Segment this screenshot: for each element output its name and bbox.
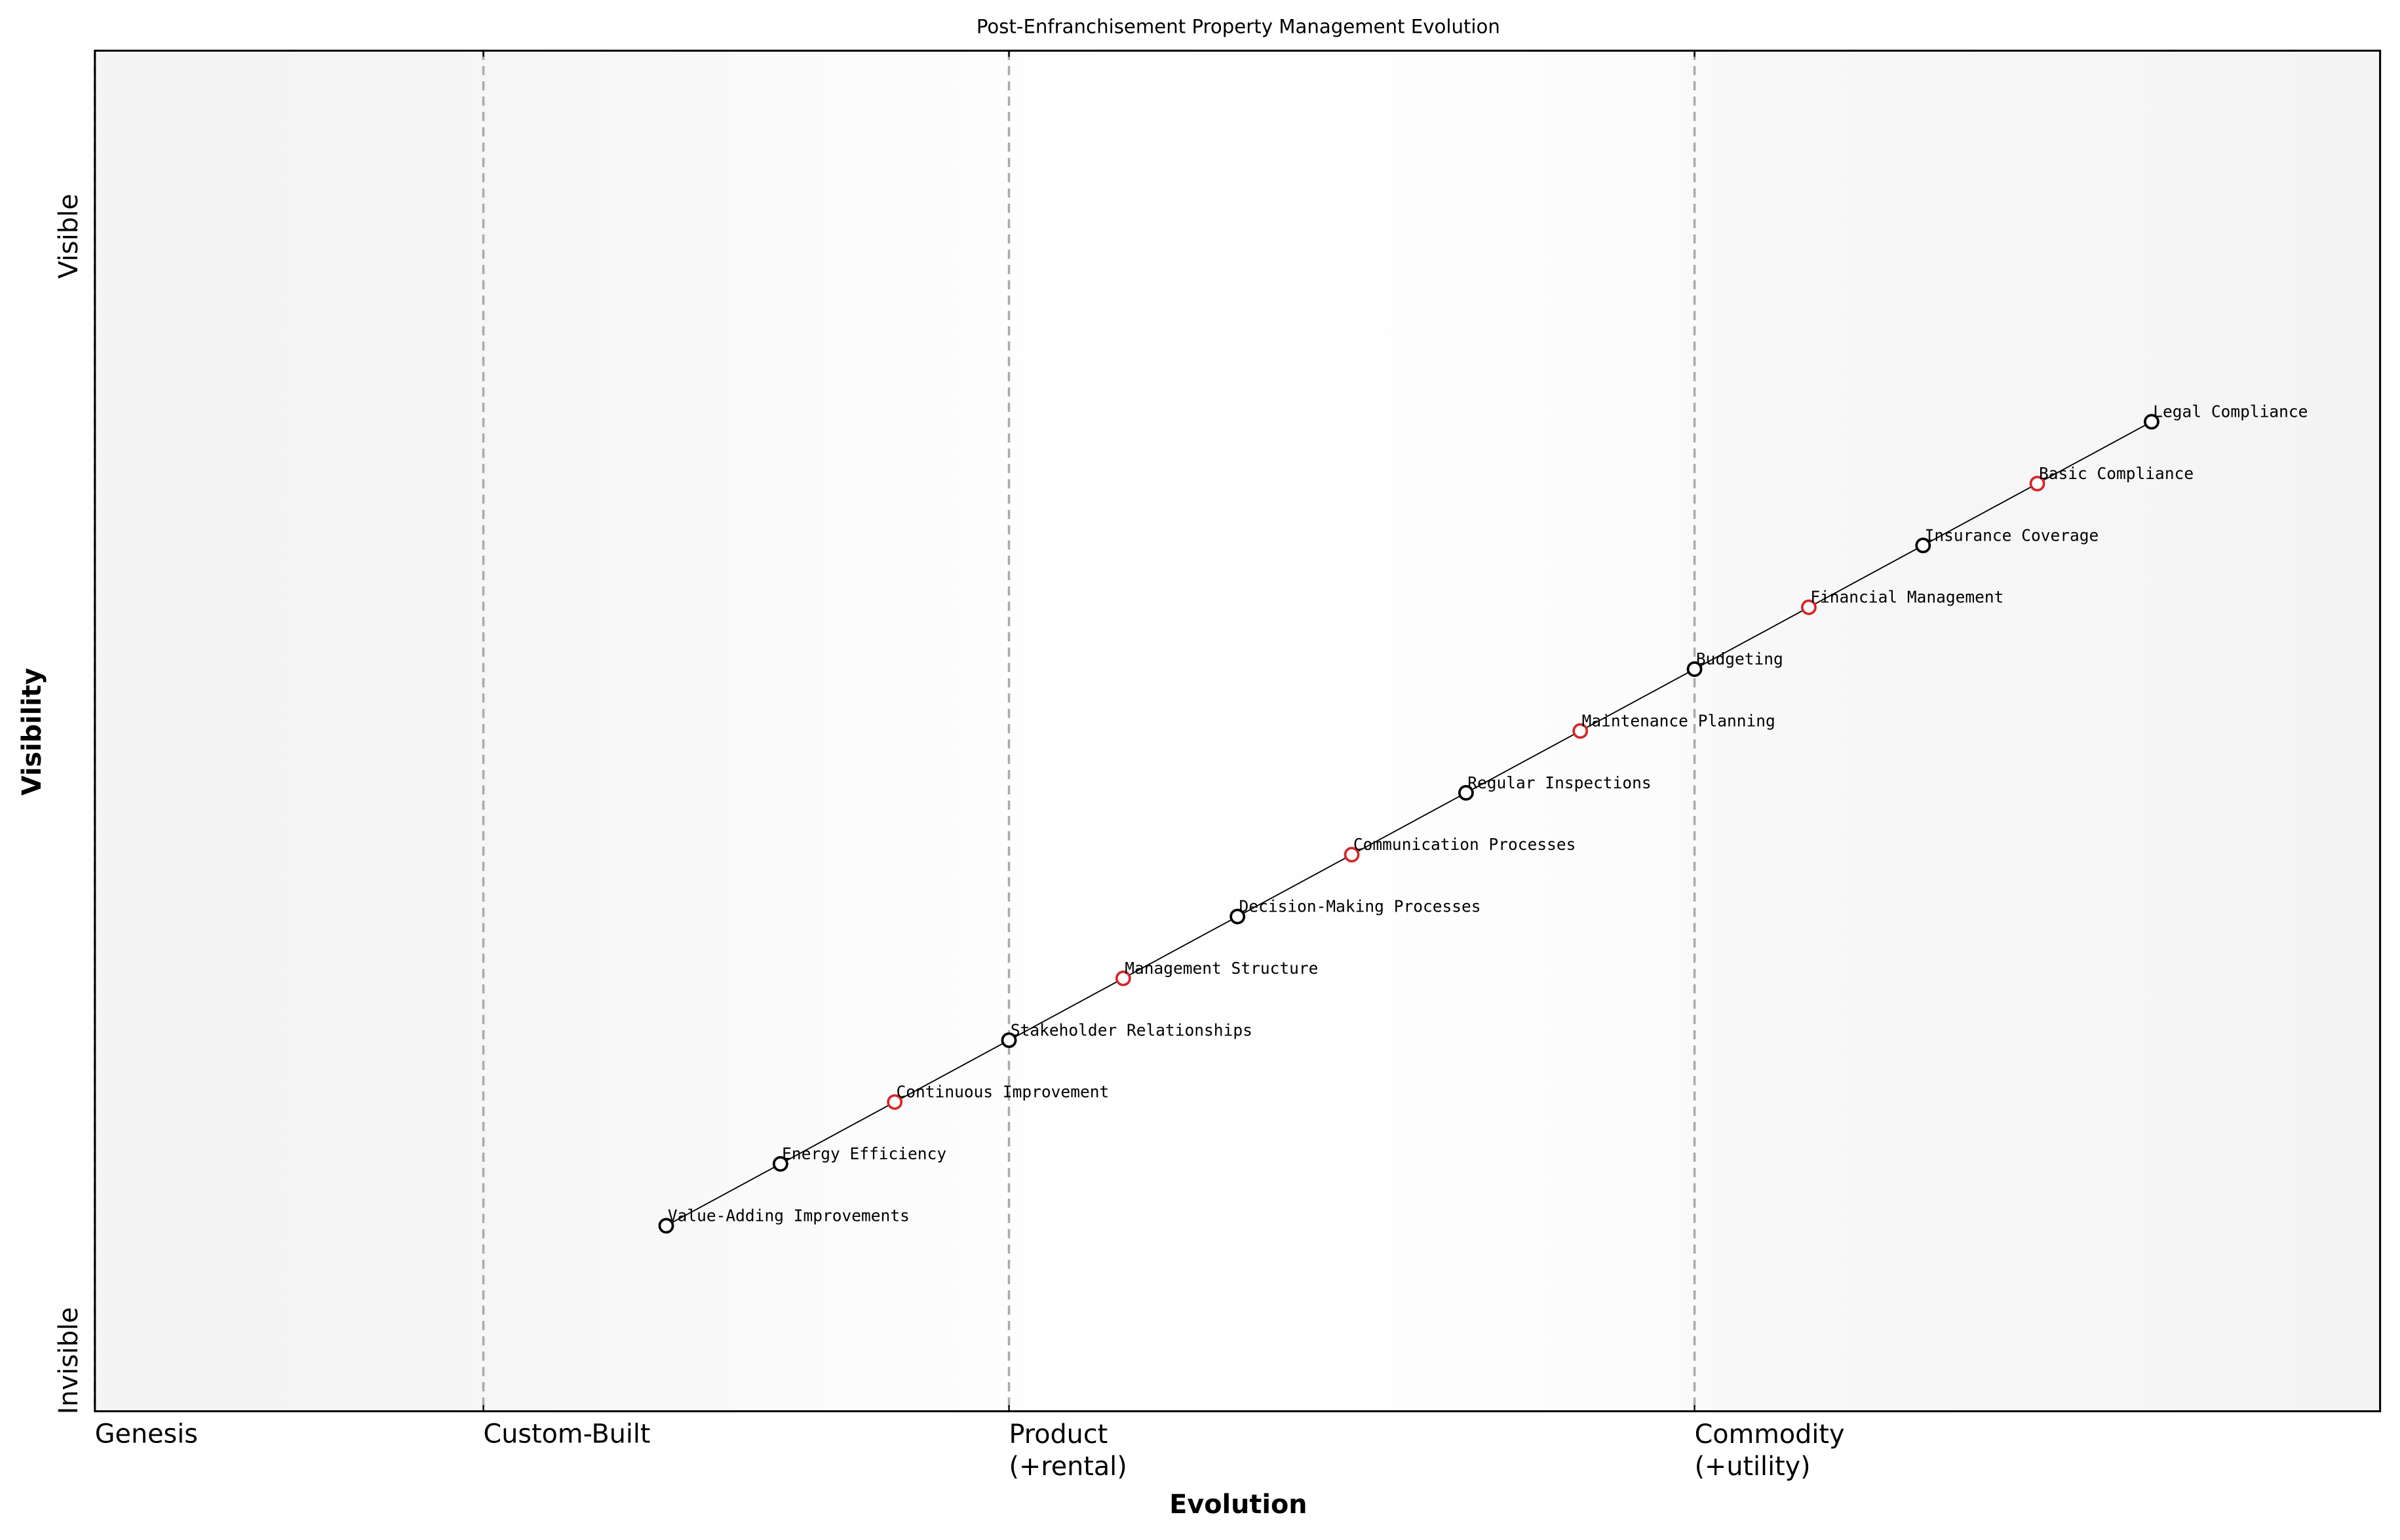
- component-label: Regular Inspections: [1467, 773, 1651, 792]
- component-label: Insurance Coverage: [1925, 526, 2099, 545]
- component-point: [1915, 537, 1931, 554]
- component-label: Decision-Making Processes: [1239, 897, 1481, 916]
- x-tick-label: Genesis: [95, 1419, 198, 1449]
- component-point: [2029, 476, 2045, 491]
- y-axis-label: Visibility: [17, 668, 47, 796]
- component-label: Stakeholder Relationships: [1011, 1020, 1252, 1039]
- component-label: Continuous Improvement: [897, 1083, 1110, 1102]
- component-point: [772, 1156, 788, 1172]
- component-point: [1458, 784, 1474, 801]
- component-point: [1801, 599, 1817, 615]
- plot-frame: [94, 49, 2382, 1413]
- x-axis-label: Evolution: [1169, 1490, 1307, 1520]
- component-point: [1572, 723, 1589, 739]
- component-label: Communication Processes: [1353, 835, 1576, 854]
- component-label: Value-Adding Improvements: [668, 1206, 910, 1225]
- component-label: Legal Compliance: [2153, 402, 2308, 421]
- component-label: Energy Efficiency: [782, 1144, 946, 1163]
- component-point: [1686, 661, 1703, 677]
- component-label: Budgeting: [1696, 649, 1783, 668]
- chart-title: Post-Enfranchisement Property Management…: [977, 15, 1500, 37]
- component-point: [2144, 414, 2159, 430]
- component-label: Basic Compliance: [2039, 464, 2194, 483]
- x-tick-label: Product (+rental): [1009, 1419, 1127, 1481]
- connector-line: [666, 421, 2152, 1227]
- component-point: [1229, 908, 1246, 925]
- y-tick-label: Invisible: [54, 1307, 84, 1415]
- component-label: Maintenance Planning: [1582, 711, 1775, 730]
- x-tick-label: Commodity (+utility): [1695, 1419, 1845, 1481]
- component-label: Financial Management: [1810, 588, 2003, 607]
- y-tick-label: Visible: [54, 194, 84, 279]
- component-point: [1344, 847, 1360, 863]
- component-point: [887, 1094, 903, 1110]
- plot-background: [94, 50, 2380, 1412]
- component-point: [1001, 1032, 1017, 1049]
- component-label: Management Structure: [1125, 959, 1318, 978]
- x-tick-label: Custom-Built: [484, 1419, 651, 1449]
- component-point: [658, 1218, 674, 1234]
- component-point: [1115, 971, 1131, 986]
